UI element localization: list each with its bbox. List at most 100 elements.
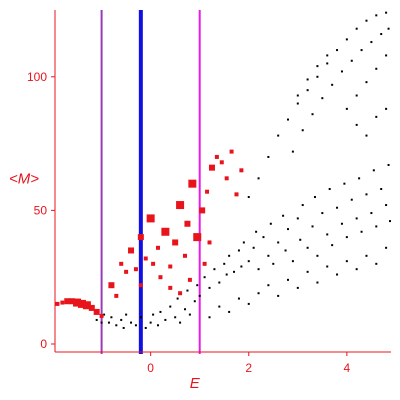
data-point-s1-29: [203, 276, 206, 279]
data-point-s1-113: [385, 11, 388, 14]
data-point-s1-97: [375, 262, 378, 265]
data-point-s1-63: [331, 244, 334, 247]
data-point-s2-1: [55, 301, 60, 306]
data-point-s1-32: [218, 281, 221, 284]
data-point-s1-114: [291, 150, 294, 153]
data-point-s1-104: [296, 102, 299, 105]
data-point-s2-37: [234, 192, 239, 197]
data-point-s2-6: [77, 299, 86, 308]
data-point-s1-13: [144, 326, 147, 329]
data-point-s1-95: [355, 268, 358, 271]
data-point-s1-107: [326, 62, 329, 65]
data-point-s1-106: [316, 75, 319, 78]
data-point-s1-75: [375, 225, 378, 228]
data-point-s1-88: [286, 278, 289, 281]
data-point-s1-15: [152, 313, 155, 316]
data-point-s1-92: [326, 265, 329, 268]
data-point-s1-8: [122, 326, 125, 329]
data-point-s1-89: [296, 286, 299, 289]
data-point-s2-36: [229, 149, 234, 154]
data-point-s1-91: [316, 281, 319, 284]
y-tick-label-2: 50: [34, 203, 48, 217]
data-point-s1-55: [301, 204, 304, 207]
data-point-s1-83: [237, 297, 240, 300]
data-point-s2-24: [172, 239, 179, 246]
data-point-s1-5: [110, 316, 113, 319]
data-point-s1-28: [198, 294, 201, 297]
data-point-s1-27: [196, 284, 199, 287]
data-point-s2-45: [138, 283, 143, 288]
data-point-s1-103: [286, 118, 289, 121]
data-point-s1-108: [336, 49, 339, 52]
data-point-s2-33: [214, 154, 219, 159]
data-point-s1-76: [380, 188, 383, 191]
data-point-s1-34: [225, 273, 228, 276]
data-point-s1-129: [355, 94, 358, 97]
data-point-s2-9: [93, 308, 100, 315]
y-axis-label: <M>: [9, 171, 39, 188]
data-point-s1-3: [103, 313, 106, 316]
data-point-s1-9: [125, 313, 128, 316]
data-point-s1-19: [169, 305, 172, 308]
data-point-s1-35: [228, 254, 231, 257]
data-point-s1-72: [365, 193, 368, 196]
data-point-s1-22: [179, 321, 182, 324]
data-point-s2-3: [64, 298, 71, 305]
data-point-s1-44: [262, 236, 265, 239]
data-point-s2-18: [143, 256, 148, 261]
data-point-s2-38: [239, 168, 244, 173]
data-point-s2-14: [124, 269, 129, 274]
data-point-s1-40: [247, 260, 250, 263]
data-point-s2-27: [184, 220, 191, 227]
data-point-s1-105: [306, 89, 309, 92]
data-point-s2-17: [137, 234, 144, 241]
data-point-s1-12: [139, 316, 142, 319]
data-point-s2-29: [193, 233, 202, 242]
data-point-s2-10: [99, 313, 104, 318]
data-point-s1-49: [282, 214, 285, 217]
data-point-s2-13: [119, 261, 124, 266]
data-point-s1-117: [321, 97, 324, 100]
data-point-s1-17: [159, 310, 162, 313]
data-point-s1-98: [385, 246, 388, 249]
data-point-s2-25: [176, 201, 185, 210]
data-point-s2-4: [69, 298, 76, 305]
data-point-s2-23: [168, 264, 173, 269]
data-point-s1-47: [272, 262, 275, 265]
data-point-s1-120: [350, 59, 353, 62]
data-point-s1-58: [313, 196, 316, 199]
data-point-s1-16: [157, 324, 160, 327]
data-points: [55, 11, 392, 329]
data-point-s1-111: [365, 19, 368, 22]
data-point-s1-90: [306, 270, 309, 273]
data-point-s2-2: [60, 300, 65, 305]
data-point-s1-134: [355, 123, 358, 126]
data-point-s1-130: [365, 81, 368, 84]
data-point-s1-61: [326, 233, 329, 236]
data-point-s1-136: [375, 115, 378, 118]
data-point-s2-21: [156, 245, 161, 250]
data-point-s1-73: [370, 212, 373, 215]
data-point-s1-100: [257, 177, 260, 180]
data-point-s1-52: [291, 260, 294, 263]
x-tick-label-3: 4: [344, 361, 351, 375]
data-point-s1-110: [355, 27, 358, 30]
data-point-s1-23: [183, 308, 186, 311]
data-point-s1-133: [345, 107, 348, 110]
data-point-s1-31: [213, 268, 216, 271]
data-point-s2-28: [188, 179, 197, 188]
data-point-s1-50: [284, 249, 287, 252]
data-point-s1-70: [358, 177, 361, 180]
data-point-s1-77: [385, 204, 388, 207]
data-point-s1-43: [257, 268, 260, 271]
data-point-s1-46: [269, 222, 272, 225]
data-point-s2-30: [199, 207, 206, 214]
data-point-s2-35: [224, 176, 229, 181]
data-point-s1-10: [130, 321, 133, 324]
data-point-s1-38: [240, 265, 243, 268]
data-point-s1-127: [316, 65, 319, 68]
data-point-s1-116: [311, 113, 314, 116]
data-point-s1-78: [387, 163, 390, 166]
data-point-s1-68: [350, 198, 353, 201]
